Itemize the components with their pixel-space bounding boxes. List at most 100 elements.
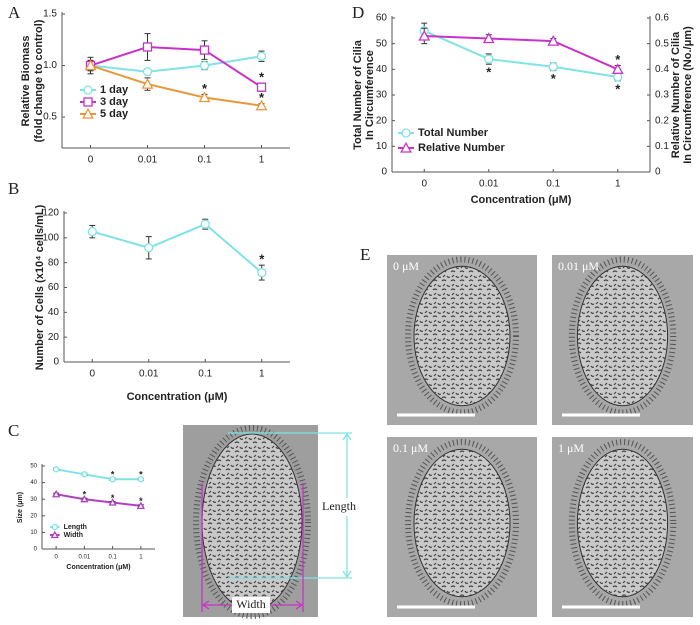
significance-mark: * [486,65,492,80]
y-axis-label: In Circumference [364,50,376,140]
y-tick-label: 10 [30,530,37,536]
length-label: Length [322,499,356,513]
y-tick-label: 20 [30,513,37,519]
y-tick-label: 40 [48,307,60,318]
significance-mark: * [259,90,265,105]
legend-label: 5 day [100,108,129,120]
marker [257,267,267,278]
marker [611,63,624,74]
marker [83,97,93,107]
marker [137,476,145,483]
significance-mark: * [83,490,87,500]
marker [108,498,117,506]
panel-label: D [352,3,364,22]
significance-mark: * [259,69,265,84]
cilia [568,256,677,416]
y-axis-label: Relative Biomass [20,35,32,126]
y-tick-label: 30 [376,90,388,101]
legend-label: Length [64,524,87,531]
cilia [405,256,519,416]
y-tick-label: 50 [30,464,37,470]
series-line [90,64,262,107]
marker [199,60,210,71]
x-tick-label: 0.1 [546,179,560,190]
significance-mark: * [111,493,115,503]
series-line [423,29,618,79]
y-tick-label: 40 [376,64,388,75]
significance-mark: * [139,470,143,480]
y-tick-label: 0.5 [43,112,57,123]
image-label: 0 μM [393,259,419,273]
series-line [91,223,263,274]
x-tick-label: 0.01 [79,555,91,561]
image-label: 0.01 μM [558,259,599,273]
x-tick-label: 0.1 [198,369,212,380]
y-tick-label: 10 [376,141,388,152]
image-label: 0.1 μM [393,441,428,455]
y2-tick-label: 0.3 [655,90,669,101]
marker [81,471,88,478]
marker [141,77,154,89]
marker [255,99,268,111]
marker [199,45,210,55]
legend-label: 1 day [100,84,129,96]
significance-mark: * [139,496,143,506]
y-tick-label: 100 [42,232,59,243]
marker [400,141,412,153]
marker [51,523,58,531]
y-tick-label: 0 [34,547,38,553]
y-tick-label: 30 [30,497,37,503]
x-axis-label: Concentration (μM) [66,564,130,571]
significance-mark: * [259,252,265,267]
marker [401,128,411,138]
y-tick-label: 0 [381,167,387,178]
marker [142,42,153,52]
y-tick-label: 40 [30,480,37,486]
x-tick-label: 0 [88,155,94,166]
panel-label: B [8,179,19,198]
x-axis-label: Concentration (μM) [127,391,228,403]
y2-axis-label: Relative Number of Cilia [670,31,682,158]
x-tick-label: 1 [259,155,265,166]
y2-tick-label: 0.5 [655,38,669,49]
legend-label: 3 day [100,96,129,108]
marker [142,67,153,77]
x-tick-label: 0.01 [138,155,158,166]
significance-mark: * [551,71,557,86]
legend-label: Relative Number [418,142,506,154]
y-axis-label: Total Number of Cilia [352,39,364,150]
y2-tick-label: 0 [655,167,661,178]
series-line [90,45,263,89]
marker [144,243,154,253]
image-label: 1 μM [558,441,584,455]
marker [82,107,94,119]
y2-axis-label: In Circumference (No./μm) [682,26,694,164]
y2-tick-label: 0.1 [655,141,669,152]
cell [576,448,669,598]
marker [198,91,211,103]
x-tick-label: 0 [421,179,427,190]
legend-label: Total Number [418,127,489,139]
y-axis-label: Size (μm) [17,492,24,523]
marker [256,82,267,92]
y-tick-label: 50 [376,38,388,49]
panel-label: A [8,3,21,22]
legend-label: Width [64,532,83,539]
panel-label: C [8,421,19,440]
cilia [405,439,519,607]
series-line [55,468,141,481]
y-tick-label: 1.5 [43,9,57,20]
x-tick-label: 0.1 [108,555,117,561]
marker [52,489,61,498]
marker [256,51,267,61]
marker [50,530,59,539]
marker [52,466,60,473]
x-tick-label: 0 [89,369,95,380]
marker [200,219,210,229]
y-tick-label: 60 [48,282,60,293]
marker [613,72,623,82]
marker [80,494,89,503]
x-tick-label: 0.01 [479,179,499,190]
width-label: Width [236,597,266,611]
